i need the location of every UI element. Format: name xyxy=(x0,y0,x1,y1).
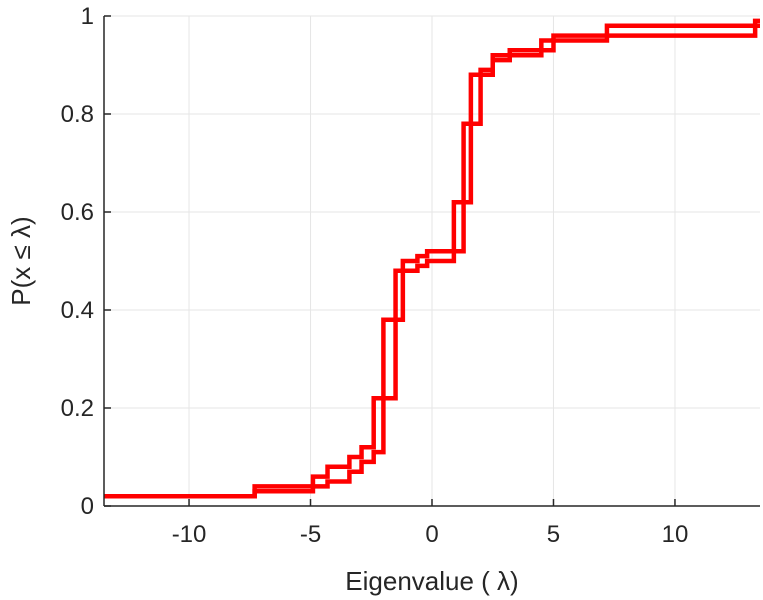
ecdf-series-1 xyxy=(104,23,760,499)
x-tick-label-1: -5 xyxy=(300,521,321,548)
x-tick-label-4: 10 xyxy=(662,521,689,548)
series-layer xyxy=(104,18,760,499)
y-tick-label-4: 0.8 xyxy=(61,101,94,128)
y-tick-label-1: 0.2 xyxy=(61,395,94,422)
y-tick-label-0: 0 xyxy=(81,493,94,520)
y-tick-label-3: 0.6 xyxy=(61,199,94,226)
y-tick-label-5: 1 xyxy=(81,3,94,30)
x-ticks: -10 -5 0 5 10 xyxy=(172,499,689,548)
x-tick-label-0: -10 xyxy=(172,521,207,548)
x-tick-label-3: 5 xyxy=(547,521,560,548)
x-tick-label-2: 0 xyxy=(425,521,438,548)
x-axis-title: Eigenvalue ( λ) xyxy=(345,566,518,596)
y-ticks: 0 0.2 0.4 0.6 0.8 1 xyxy=(61,3,111,520)
ecdf-series-0 xyxy=(104,18,760,499)
y-axis-title: P(x ≤ λ) xyxy=(6,216,36,305)
y-tick-label-2: 0.4 xyxy=(61,297,94,324)
